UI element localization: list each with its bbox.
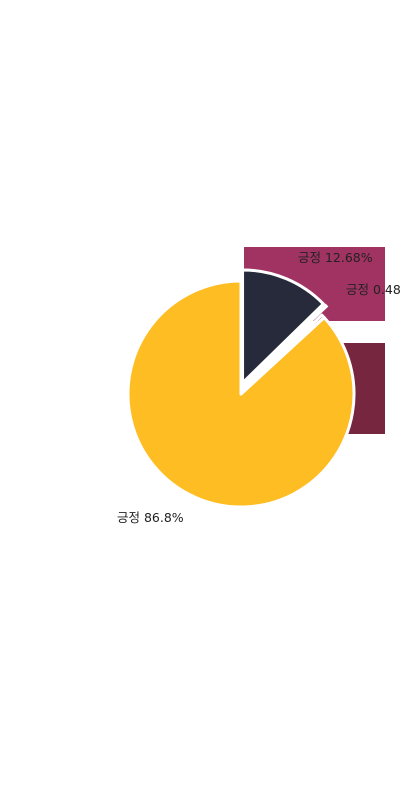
slice-label-medium: 긍정 12.68% [298, 250, 373, 265]
slice-label-small: 긍정 0.48% [346, 282, 400, 297]
leader-line-small [288, 303, 329, 342]
pie-slice-small [239, 313, 326, 396]
pie-slices [126, 268, 356, 509]
slice-label-large: 긍정 86.8% [117, 510, 184, 525]
pie-slice-medium [241, 268, 325, 385]
leader-lines [288, 303, 329, 342]
slice-labels: 긍정 86.8% 긍정 12.68% 긍정 0.48% [117, 250, 400, 525]
